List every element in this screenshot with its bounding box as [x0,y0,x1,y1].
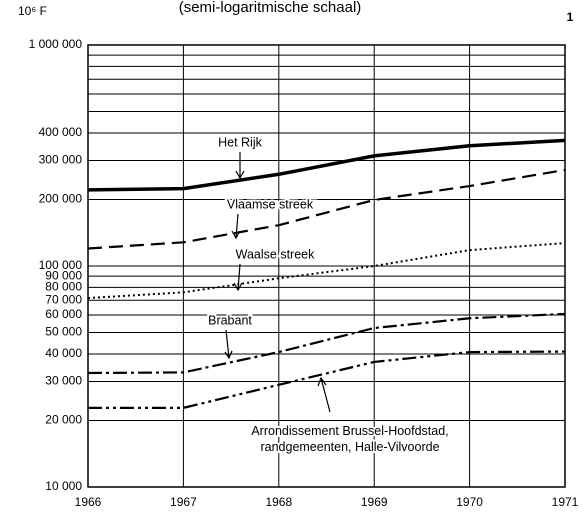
series-label: Het Rijk [218,135,263,149]
unit-label: 10⁶ F [18,4,47,18]
x-tick-label: 1966 [75,495,102,509]
x-tick-label: 1968 [265,495,292,509]
arrow [231,213,241,240]
y-tick-label: 300 000 [39,153,83,167]
y-tick-label: 70 000 [45,292,82,306]
y-tick-label: 1 000 000 [29,37,83,51]
y-tick-label: 90 000 [45,268,82,282]
series-line [87,242,566,300]
y-tick-label: 200 000 [39,192,83,206]
y-tick-label: 100 000 [39,258,83,272]
y-tick-label: 80 000 [45,280,82,294]
series-line [87,138,566,192]
y-tick-label: 20 000 [45,413,82,427]
series-label-line: Arrondissement Brussel-Hoofdstad, [251,424,448,438]
page-number: 1 [567,10,574,24]
arrow [317,376,331,413]
series-line [87,312,566,375]
series-line [88,350,566,409]
arrow [233,263,243,292]
arrow [235,152,245,180]
x-tick-label: 1970 [456,495,483,509]
y-tick-label: 10 000 [45,479,82,493]
series-label: Arrondissement Brussel-Hoofdstad, randgem… [251,424,448,454]
series-line [87,168,566,250]
series-label: Waalse streek [236,247,315,261]
series-label: Vlaamse streek [227,197,314,211]
y-tick-label: 60 000 [45,307,82,321]
y-tick-label: 50 000 [45,325,82,339]
chart-title: (semi-logaritmische schaal) [179,0,362,16]
y-tick-label: 30 000 [45,374,82,388]
series-label: Brabant [208,313,252,327]
arrows [224,152,331,413]
x-tick-label: 1967 [170,495,197,509]
x-tick-label: 1969 [361,495,388,509]
plot-frame [87,44,566,488]
x-tick-label: 1971 [552,495,579,509]
y-tick-label: 40 000 [45,346,82,360]
series-label-line: randgemeenten, Halle-Vilvoorde [260,440,439,454]
y-tick-label: 400 000 [39,125,83,139]
